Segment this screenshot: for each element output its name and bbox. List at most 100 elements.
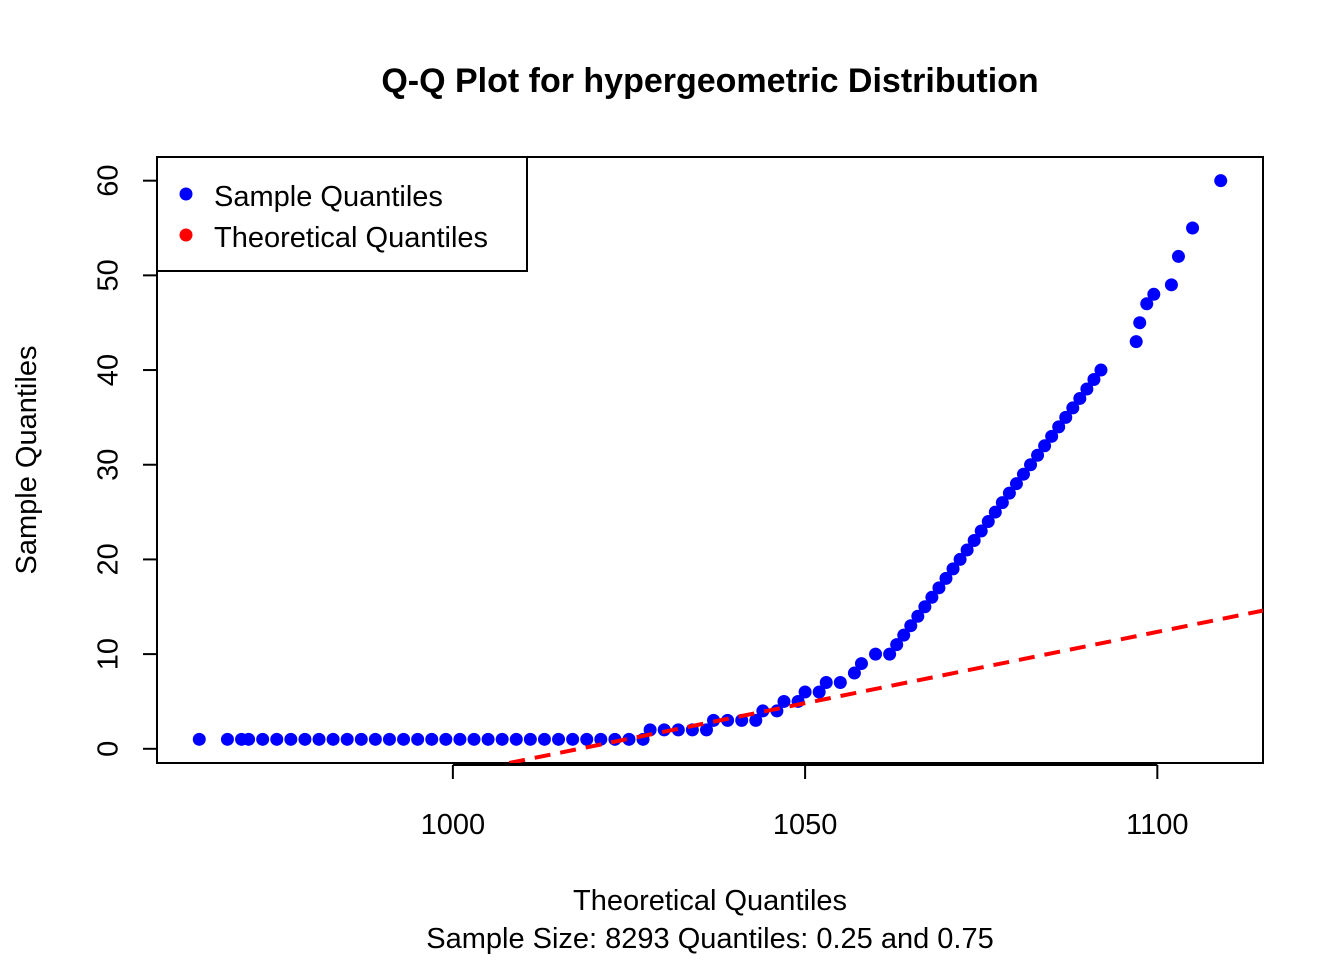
sample-point-0 xyxy=(192,732,206,746)
x-tick-label-1000: 1000 xyxy=(421,809,486,841)
sample-point-1 xyxy=(220,732,234,746)
y-tick-label-20: 20 xyxy=(93,543,125,575)
sample-point-74 xyxy=(1038,439,1052,453)
sample-point-26 xyxy=(566,732,580,746)
sample-point-66 xyxy=(981,515,995,529)
sample-point-76 xyxy=(1052,420,1066,434)
sample-point-28 xyxy=(594,732,608,746)
sample-point-53 xyxy=(890,638,904,652)
sample-point-67 xyxy=(988,505,1002,519)
sample-point-88 xyxy=(1171,249,1185,263)
sample-point-20 xyxy=(481,732,495,746)
sample-point-82 xyxy=(1094,363,1108,377)
x-tick-label-1050: 1050 xyxy=(773,809,838,841)
sample-point-73 xyxy=(1031,448,1045,462)
legend-label-theoretical: Theoretical Quantiles xyxy=(214,222,488,254)
sample-point-25 xyxy=(552,732,566,746)
sample-point-61 xyxy=(946,562,960,576)
legend-marker-sample xyxy=(179,187,193,201)
sample-point-41 xyxy=(756,704,770,718)
sample-point-21 xyxy=(495,732,509,746)
sample-point-30 xyxy=(622,732,636,746)
sample-point-46 xyxy=(812,685,826,699)
legend: Sample Quantiles Theoretical Quantiles xyxy=(156,156,528,272)
sample-point-77 xyxy=(1059,410,1073,424)
sample-point-4 xyxy=(256,732,270,746)
sample-point-43 xyxy=(777,694,791,708)
sample-point-19 xyxy=(467,732,481,746)
sample-point-45 xyxy=(798,685,812,699)
sample-point-18 xyxy=(453,732,467,746)
theoretical-line xyxy=(508,608,1263,763)
sample-point-14 xyxy=(397,732,411,746)
sample-point-75 xyxy=(1045,429,1059,443)
sample-point-69 xyxy=(1002,486,1016,500)
sample-point-54 xyxy=(897,628,911,642)
sample-point-52 xyxy=(883,647,897,661)
sample-point-11 xyxy=(354,732,368,746)
sample-point-34 xyxy=(671,723,685,737)
sample-point-83 xyxy=(1129,335,1143,349)
sample-point-85 xyxy=(1140,297,1154,311)
sample-point-23 xyxy=(523,732,537,746)
sample-point-27 xyxy=(580,732,594,746)
chart-title: Q-Q Plot for hypergeometric Distribution xyxy=(381,62,1038,100)
sample-point-68 xyxy=(995,496,1009,510)
sample-point-87 xyxy=(1164,278,1178,292)
sample-point-65 xyxy=(974,524,988,538)
sample-point-59 xyxy=(932,581,946,595)
sample-point-15 xyxy=(411,732,425,746)
y-tick-label-40: 40 xyxy=(93,354,125,386)
sample-point-9 xyxy=(326,732,340,746)
legend-marker-theoretical xyxy=(179,228,193,242)
axis-layer: 1000 1050 1100 0 10 20 30 40 50 60 xyxy=(93,165,1189,841)
sample-point-12 xyxy=(368,732,382,746)
sample-point-10 xyxy=(340,732,354,746)
legend-label-sample: Sample Quantiles xyxy=(214,181,443,213)
sample-point-32 xyxy=(643,723,657,737)
sample-point-3 xyxy=(242,732,256,746)
sample-point-90 xyxy=(1214,174,1228,188)
sample-point-47 xyxy=(819,676,833,690)
sample-point-17 xyxy=(439,732,453,746)
x-tick-label-1100: 1100 xyxy=(1126,809,1188,841)
sample-point-79 xyxy=(1073,391,1087,405)
legend-box xyxy=(156,156,528,272)
sample-point-86 xyxy=(1147,287,1161,301)
chart-subtitle: Sample Size: 8293 Quantiles: 0.25 and 0.… xyxy=(426,923,994,955)
sample-point-16 xyxy=(425,732,439,746)
sample-point-56 xyxy=(911,609,925,623)
sample-point-57 xyxy=(918,600,932,614)
y-tick-label-0: 0 xyxy=(93,741,125,757)
sample-point-49 xyxy=(847,666,861,680)
sample-point-58 xyxy=(925,590,939,604)
sample-point-13 xyxy=(382,732,396,746)
sample-point-5 xyxy=(270,732,284,746)
sample-point-72 xyxy=(1024,458,1038,472)
sample-point-60 xyxy=(939,571,953,585)
sample-point-71 xyxy=(1016,467,1030,481)
data-layer xyxy=(192,174,1263,763)
sample-point-8 xyxy=(312,732,326,746)
y-tick-label-10: 10 xyxy=(93,638,125,670)
sample-point-78 xyxy=(1066,401,1080,415)
sample-point-22 xyxy=(509,732,523,746)
y-tick-label-60: 60 xyxy=(93,165,125,197)
y-tick-label-50: 50 xyxy=(93,259,125,291)
x-axis-label: Theoretical Quantiles xyxy=(573,885,847,917)
sample-point-63 xyxy=(960,543,974,557)
sample-point-51 xyxy=(869,647,883,661)
sample-point-48 xyxy=(833,676,847,690)
sample-point-84 xyxy=(1133,316,1147,330)
sample-point-36 xyxy=(699,723,713,737)
y-axis-label: Sample Quantiles xyxy=(11,346,43,575)
sample-point-6 xyxy=(284,732,298,746)
sample-point-24 xyxy=(537,732,551,746)
sample-point-81 xyxy=(1087,373,1101,387)
sample-point-64 xyxy=(967,533,981,547)
sample-point-50 xyxy=(854,657,868,671)
sample-point-89 xyxy=(1186,221,1200,235)
y-tick-label-30: 30 xyxy=(93,449,125,481)
